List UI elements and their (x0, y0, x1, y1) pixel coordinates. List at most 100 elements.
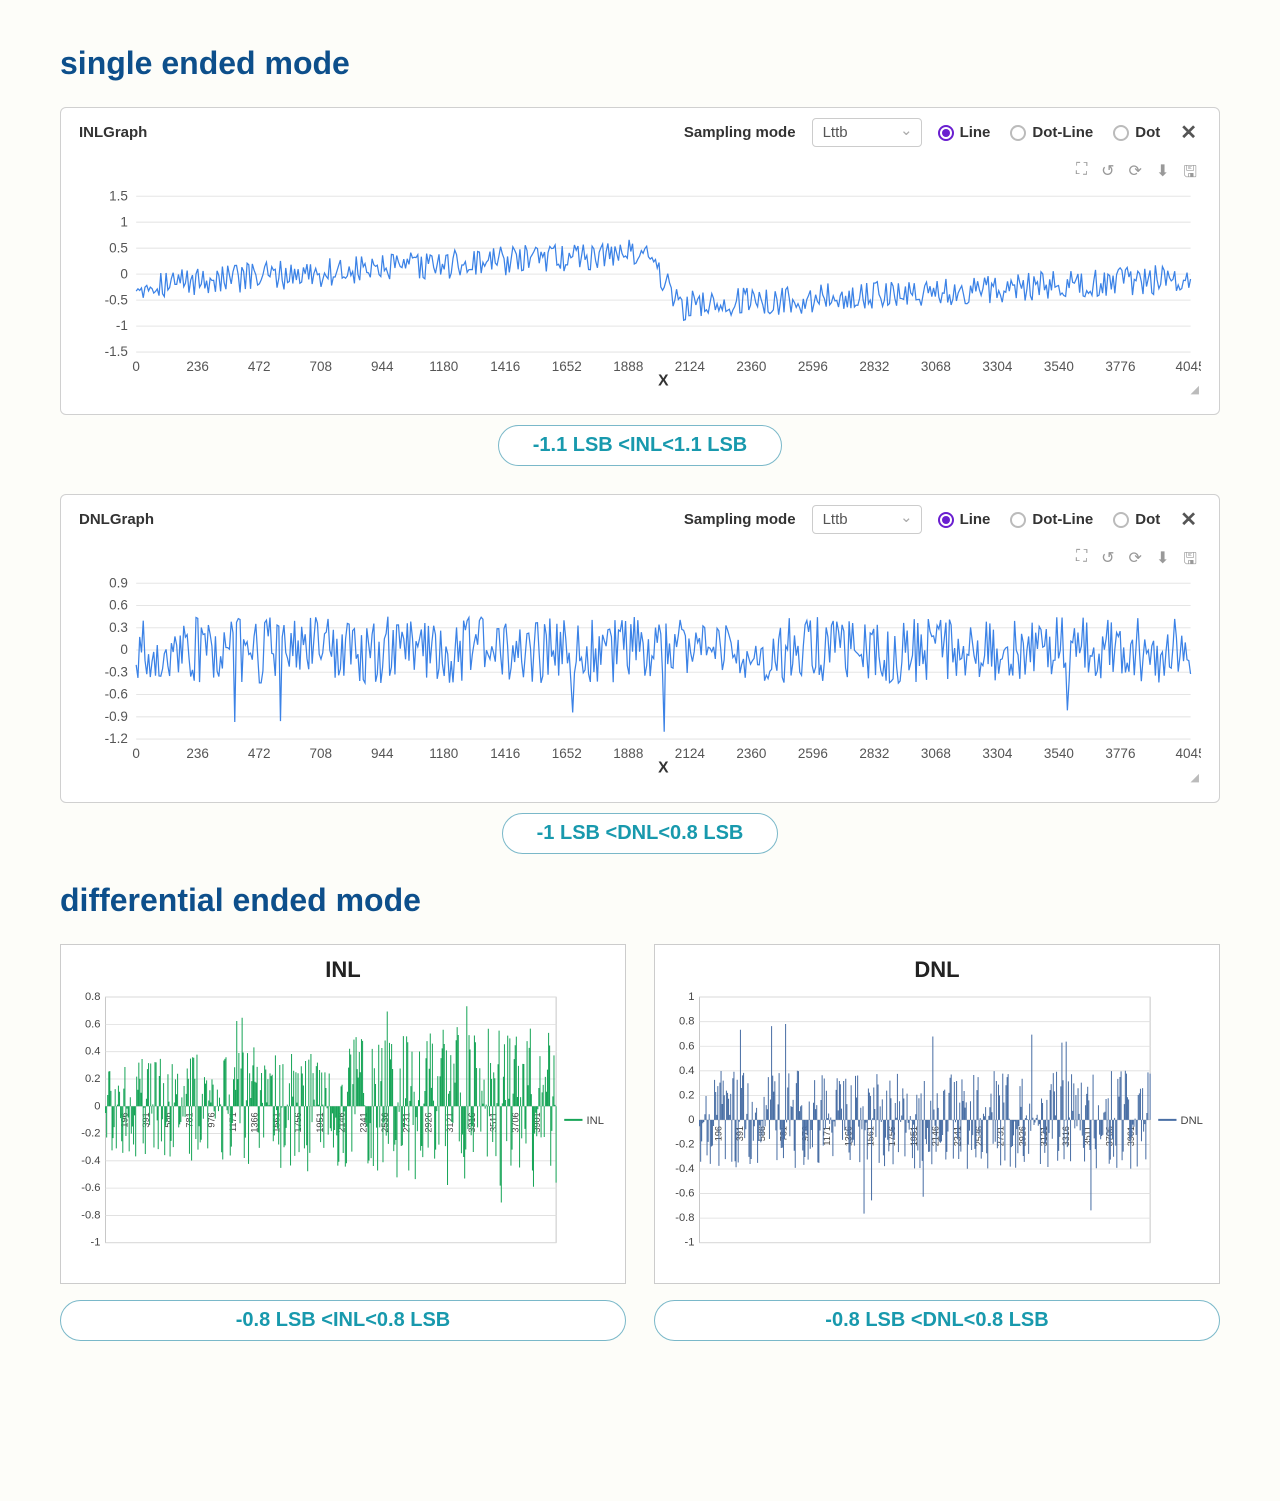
save-icon[interactable]: 🖫 (1183, 161, 1197, 188)
display-mode-radios: Line Dot-Line Dot (938, 124, 1161, 141)
svg-text:2832: 2832 (859, 359, 889, 374)
refresh-icon[interactable]: ⟳ (1129, 548, 1142, 575)
svg-text:3776: 3776 (1105, 746, 1135, 761)
svg-text:2360: 2360 (736, 359, 766, 374)
svg-text:391: 391 (735, 1126, 745, 1141)
svg-text:3068: 3068 (921, 746, 951, 761)
result-badge: -0.8 LSB <DNL<0.8 LSB (654, 1300, 1220, 1341)
save-icon[interactable]: 🖫 (1183, 548, 1197, 575)
svg-text:1888: 1888 (613, 746, 643, 761)
svg-text:2124: 2124 (675, 359, 706, 374)
crop-icon[interactable]: ⛶ (1076, 161, 1087, 188)
diff-chart-inl: INL-1-0.8-0.6-0.4-0.200.20.40.60.8196391… (60, 944, 626, 1284)
diff-chart-dnl: DNL-1-0.8-0.6-0.4-0.200.20.40.60.8119639… (654, 944, 1220, 1284)
svg-text:1: 1 (120, 214, 128, 229)
svg-text:-0.6: -0.6 (81, 1182, 100, 1194)
diff-chart-title: INL (69, 953, 617, 989)
display-mode-radios: Line Dot-Line Dot (938, 511, 1161, 528)
svg-text:1.5: 1.5 (109, 190, 128, 203)
radio-line[interactable]: Line (938, 124, 991, 141)
svg-text:4045: 4045 (1176, 746, 1201, 761)
section-title-single: single ended mode (60, 45, 1220, 82)
svg-text:0.4: 0.4 (679, 1065, 695, 1077)
diff-plot: -1-0.8-0.6-0.4-0.200.20.40.60.8196391586… (69, 989, 617, 1273)
svg-text:X: X (658, 372, 669, 387)
sampling-mode-select[interactable]: Lttb (812, 118, 922, 147)
radio-dot-line[interactable]: Dot-Line (1010, 124, 1093, 141)
svg-text:-0.8: -0.8 (675, 1212, 694, 1224)
svg-text:1416: 1416 (490, 746, 520, 761)
svg-text:0.4: 0.4 (85, 1045, 101, 1057)
radio-line[interactable]: Line (938, 511, 991, 528)
svg-text:2596: 2596 (798, 746, 828, 761)
svg-text:0: 0 (132, 746, 140, 761)
svg-text:1171: 1171 (228, 1112, 238, 1132)
download-icon[interactable]: ⬇ (1156, 548, 1169, 575)
svg-text:-1: -1 (116, 318, 128, 333)
svg-text:0.3: 0.3 (109, 620, 128, 635)
sampling-mode-select[interactable]: Lttb (812, 505, 922, 534)
chart-title: INLGraph (79, 124, 147, 141)
radio-dot[interactable]: Dot (1113, 511, 1160, 528)
undo-icon[interactable]: ↺ (1101, 548, 1114, 575)
svg-text:-1.5: -1.5 (105, 344, 128, 359)
svg-text:-0.6: -0.6 (675, 1187, 694, 1199)
svg-text:3316: 3316 (1061, 1126, 1071, 1146)
radio-label: Dot (1135, 511, 1160, 528)
radio-dot[interactable]: Dot (1113, 124, 1160, 141)
svg-text:3511: 3511 (489, 1112, 499, 1132)
svg-text:944: 944 (371, 359, 394, 374)
svg-text:0: 0 (688, 1114, 694, 1126)
svg-text:DNL: DNL (1181, 1115, 1203, 1127)
svg-text:0.6: 0.6 (85, 1018, 101, 1030)
svg-text:4045: 4045 (1176, 359, 1201, 374)
svg-text:944: 944 (371, 746, 394, 761)
svg-text:-0.5: -0.5 (105, 292, 128, 307)
svg-text:0.2: 0.2 (85, 1073, 101, 1085)
svg-text:236: 236 (186, 746, 209, 761)
chart-card-inlgraph: INLGraph Sampling mode Lttb Line Dot-Lin… (60, 107, 1220, 415)
undo-icon[interactable]: ↺ (1101, 161, 1114, 188)
svg-text:1180: 1180 (429, 359, 458, 374)
radio-label: Dot-Line (1032, 124, 1093, 141)
chart-plot: -1.2-0.9-0.6-0.300.30.60.902364727089441… (79, 577, 1201, 774)
chart-card-dnlgraph: DNLGraph Sampling mode Lttb Line Dot-Lin… (60, 494, 1220, 802)
svg-text:2832: 2832 (859, 746, 889, 761)
svg-text:2596: 2596 (798, 359, 828, 374)
svg-text:-1: -1 (685, 1236, 695, 1248)
svg-text:2360: 2360 (736, 746, 766, 761)
svg-text:0.6: 0.6 (679, 1040, 695, 1052)
svg-text:-0.4: -0.4 (675, 1163, 694, 1175)
refresh-icon[interactable]: ⟳ (1129, 161, 1142, 188)
svg-text:0: 0 (120, 643, 128, 658)
crop-icon[interactable]: ⛶ (1076, 548, 1087, 575)
svg-text:-1: -1 (91, 1236, 101, 1248)
close-icon[interactable]: ✕ (1176, 120, 1201, 145)
svg-text:0.8: 0.8 (679, 1015, 695, 1027)
download-icon[interactable]: ⬇ (1156, 161, 1169, 188)
svg-text:708: 708 (309, 359, 332, 374)
svg-text:1652: 1652 (552, 746, 582, 761)
svg-text:0.6: 0.6 (109, 598, 128, 613)
radio-dot-line[interactable]: Dot-Line (1010, 511, 1093, 528)
radio-label: Dot-Line (1032, 511, 1093, 528)
svg-text:3304: 3304 (982, 746, 1013, 761)
svg-text:1416: 1416 (490, 359, 520, 374)
svg-text:0: 0 (120, 266, 128, 281)
svg-text:472: 472 (248, 746, 271, 761)
svg-text:1: 1 (688, 991, 694, 1003)
section-title-diff: differential ended mode (60, 882, 1220, 919)
svg-text:0.5: 0.5 (109, 240, 128, 255)
svg-text:3540: 3540 (1044, 746, 1074, 761)
svg-text:-0.2: -0.2 (675, 1138, 694, 1150)
svg-text:-0.3: -0.3 (105, 665, 128, 680)
svg-text:708: 708 (309, 746, 332, 761)
svg-text:3304: 3304 (982, 359, 1013, 374)
close-icon[interactable]: ✕ (1176, 507, 1201, 532)
svg-text:1652: 1652 (552, 359, 582, 374)
svg-text:196: 196 (713, 1126, 723, 1141)
radio-label: Dot (1135, 124, 1160, 141)
svg-text:2926: 2926 (1017, 1126, 1027, 1146)
svg-text:0: 0 (132, 359, 140, 374)
svg-text:0.8: 0.8 (85, 991, 101, 1003)
